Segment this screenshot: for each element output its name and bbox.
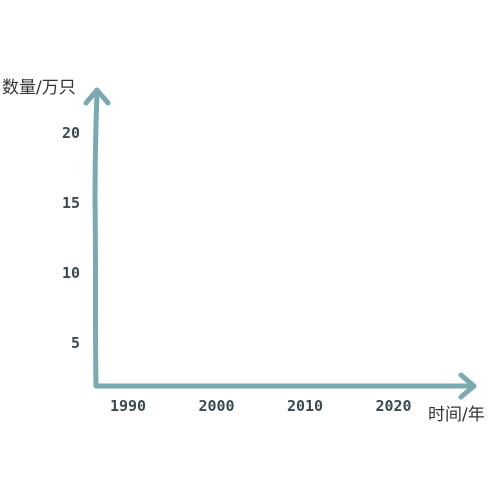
y-axis-line <box>95 93 97 385</box>
y-tick-label: 20 <box>62 124 80 142</box>
y-tick-labels: 5 10 15 20 <box>62 124 80 352</box>
x-tick-label: 2000 <box>198 397 234 415</box>
x-tick-label: 1990 <box>110 397 146 415</box>
x-axis-title: 时间/年 <box>428 405 485 425</box>
y-tick-label: 10 <box>62 264 80 282</box>
y-tick-label: 5 <box>71 334 80 352</box>
x-tick-label: 2010 <box>287 397 323 415</box>
x-tick-labels: 1990 2000 2010 2020 <box>110 397 412 415</box>
y-axis-title: 数量/万只 <box>2 78 76 98</box>
y-tick-label: 15 <box>62 194 80 212</box>
x-tick-label: 2020 <box>375 397 411 415</box>
